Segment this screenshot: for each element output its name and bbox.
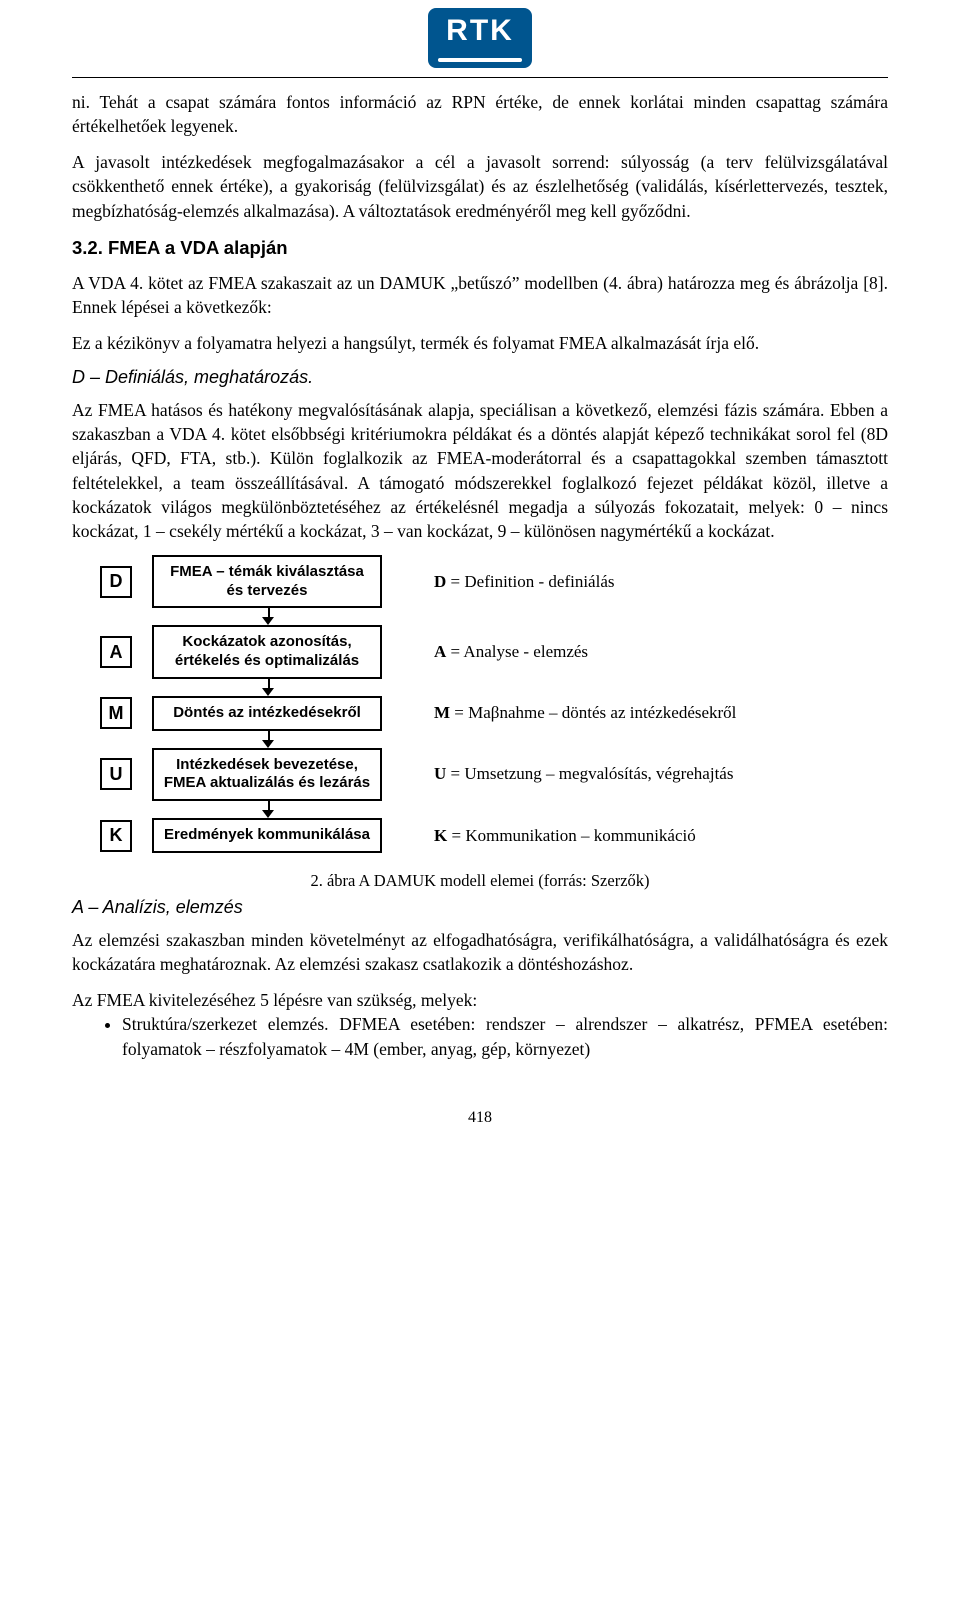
definition-letter: D <box>434 572 446 591</box>
paragraph: Az elemzési szakaszban minden követelmén… <box>72 928 888 976</box>
paragraph: A javasolt intézkedések megfogalmazásako… <box>72 150 888 222</box>
diagram-row-u: U Intézkedések bevezetése, FMEA aktualiz… <box>100 748 888 802</box>
definition-text: = Analyse - elemzés <box>446 642 588 661</box>
definition-text: = Umsetzung – megvalósítás, végrehajtás <box>446 764 733 783</box>
paragraph: Ez a kézikönyv a folyamatra helyezi a ha… <box>72 331 888 355</box>
diagram-box-u: Intézkedések bevezetése, FMEA aktualizál… <box>152 748 382 802</box>
logo-container: RTK <box>72 0 888 73</box>
diagram-letter-a: A <box>100 636 132 668</box>
arrow-down-icon <box>262 740 274 748</box>
damuk-diagram: D FMEA – témák kiválasztása és tervezés … <box>100 555 888 853</box>
definition-letter: A <box>434 642 446 661</box>
diagram-definition-u: U = Umsetzung – megvalósítás, végrehajtá… <box>434 764 888 784</box>
logo-text: RTK <box>428 8 532 54</box>
paragraph: A VDA 4. kötet az FMEA szakaszait az un … <box>72 271 888 319</box>
paragraph: Az FMEA kivitelezéséhez 5 lépésre van sz… <box>72 988 888 1012</box>
diagram-definition-a: A = Analyse - elemzés <box>434 642 888 662</box>
diagram-definition-m: M = Maβnahme – döntés az intézkedésekről <box>434 703 888 723</box>
diagram-box-a: Kockázatok azonosítás, értékelés és opti… <box>152 625 382 679</box>
paragraph: Az FMEA hatásos és hatékony megvalósítás… <box>72 398 888 543</box>
logo-underline <box>438 58 522 62</box>
rtk-logo: RTK <box>428 8 532 68</box>
arrow-down-icon <box>262 617 274 625</box>
diagram-row-a: A Kockázatok azonosítás, értékelés és op… <box>100 625 888 679</box>
header-rule <box>72 77 888 78</box>
bullet-list: Struktúra/szerkezet elemzés. DFMEA eseté… <box>100 1012 888 1060</box>
arrow-down-icon <box>262 688 274 696</box>
diagram-row-d: D FMEA – témák kiválasztása és tervezés … <box>100 555 888 609</box>
definition-text: = Maβnahme – döntés az intézkedésekről <box>450 703 736 722</box>
paragraph: ni. Tehát a csapat számára fontos inform… <box>72 90 888 138</box>
page-number: 418 <box>72 1109 888 1127</box>
definition-letter: K <box>434 826 447 845</box>
diagram-letter-d: D <box>100 566 132 598</box>
diagram-definition-k: K = Kommunikation – kommunikáció <box>434 826 888 846</box>
document-page: RTK ni. Tehát a csapat számára fontos in… <box>0 0 960 1167</box>
diagram-box-d: FMEA – témák kiválasztása és tervezés <box>152 555 382 609</box>
diagram-letter-u: U <box>100 758 132 790</box>
diagram-definition-d: D = Definition - definiálás <box>434 572 888 592</box>
list-item: Struktúra/szerkezet elemzés. DFMEA eseté… <box>122 1012 888 1060</box>
definition-letter: M <box>434 703 450 722</box>
diagram-row-m: M Döntés az intézkedésekről M = Maβnahme… <box>100 696 888 731</box>
diagram-letter-k: K <box>100 820 132 852</box>
figure-caption: 2. ábra A DAMUK modell elemei (forrás: S… <box>72 871 888 891</box>
section-heading-3-2: 3.2. FMEA a VDA alapján <box>72 237 888 259</box>
arrow-down-icon <box>262 810 274 818</box>
definition-text: = Kommunikation – kommunikáció <box>447 826 696 845</box>
definition-text: = Definition - definiálás <box>446 572 614 591</box>
subheading-a: A – Analízis, elemzés <box>72 897 888 918</box>
diagram-letter-m: M <box>100 697 132 729</box>
subheading-d: D – Definiálás, meghatározás. <box>72 367 888 388</box>
diagram-box-k: Eredmények kommunikálása <box>152 818 382 853</box>
diagram-box-m: Döntés az intézkedésekről <box>152 696 382 731</box>
diagram-row-k: K Eredmények kommunikálása K = Kommunika… <box>100 818 888 853</box>
definition-letter: U <box>434 764 446 783</box>
